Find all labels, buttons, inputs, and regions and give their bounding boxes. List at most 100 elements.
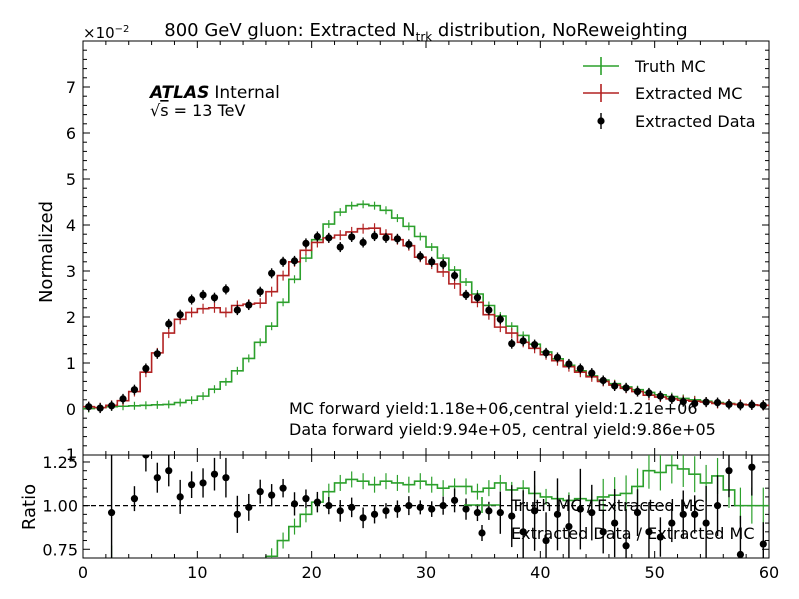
extracted-data-point [588,369,596,377]
extracted-data-point [405,240,413,248]
extracted-data-point [336,243,344,251]
extracted-data-point [416,252,424,260]
extracted-data-point [428,258,436,266]
extracted-data-point [222,285,230,293]
data-over-mc-point [165,467,173,475]
extracted-data-point [725,400,733,408]
x-tick-label: 10 [187,563,207,582]
x-tick-label: 0 [78,563,88,582]
energy-label: √s = 13 TeV [150,101,245,120]
data-over-mc-point [176,493,184,501]
extracted-data-point [245,301,253,309]
extracted-data-point [599,376,607,385]
extracted-data-point [290,257,299,265]
bottom-y-ticks: 0.75 1.00 1.25 [42,453,769,559]
x-tick-label: 60 [759,563,779,582]
bottom-series [83,455,769,558]
extracted-data-point [519,337,527,345]
bottom-y-tick-label: 1.00 [42,497,78,516]
data-over-mc-point [210,470,219,478]
data-yield-text: Data forward yield:9.94e+05, central yie… [289,420,716,439]
data-over-mc-point [348,503,356,511]
data-over-mc-point [313,498,321,506]
data-over-mc-point [542,536,550,545]
extracted-data-point [142,364,150,373]
extracted-data-point [679,398,687,406]
extracted-data-point [439,260,447,268]
legend-data-over-mc-marker [478,529,486,537]
legend-data-over-mc-label: Extracted Data / Extracted MC [511,524,755,543]
truth-mc-step-group [83,200,769,413]
data-over-mc-point [599,528,607,536]
data-over-mc-point [302,495,310,503]
data-over-mc-point [199,479,207,487]
extracted-data-point [279,258,287,266]
data-over-mc-point [325,502,333,510]
truth-over-extracted-step-line [265,464,769,558]
data-over-mc-point [222,474,230,482]
extracted-data-point [611,382,619,390]
data-over-mc-point [679,510,687,518]
data-over-mc-point [736,550,745,558]
extracted-data-point [450,272,459,280]
data-over-mc-point [702,519,710,527]
extracted-data-point [473,294,482,302]
x-axis-ticks: 0 10 20 30 40 50 60 [78,41,779,582]
extracted-data-point [713,398,722,407]
top-y-tick-label: 2 [66,308,76,327]
data-over-mc-point [576,505,584,513]
data-over-mc-point [588,509,596,517]
bottom-y-tick-label: 1.25 [42,453,78,472]
data-over-mc-point [370,510,379,518]
extracted-mc-step-group [83,223,769,413]
extracted-data-point [370,232,379,240]
extracted-data-point [107,402,116,410]
extracted-data-point [96,404,104,412]
data-over-mc-point [725,467,733,475]
extracted-data-point [302,239,310,247]
data-over-mc-point [508,512,516,520]
extracted-data-point [268,269,276,277]
extracted-data-point [462,291,470,299]
extracted-data-point [691,399,699,408]
data-over-mc-point [393,505,402,513]
data-over-mc-point [290,500,299,508]
extracted-data-point [485,306,493,314]
extracted-data-point [553,353,562,362]
top-y-tick-label: 5 [66,170,76,189]
data-over-mc-group [107,455,767,558]
bottom-y-axis-label: Ratio [19,484,40,530]
extracted-data-point [508,340,516,348]
data-over-mc-point [713,502,722,510]
extracted-data-point [496,315,504,323]
extracted-data-point [165,320,173,328]
data-over-mc-point [153,474,161,482]
data-over-mc-point [622,542,630,550]
extracted-data-point [542,349,550,357]
legend-extracted-mc-label: Extracted MC [635,84,742,103]
data-over-mc-point [691,510,699,518]
data-over-mc-point [531,507,539,515]
extracted-data-group [85,231,767,414]
data-over-mc-point [130,495,139,503]
top-y-tick-label: 3 [66,262,76,281]
data-over-mc-point [656,533,664,541]
extracted-data-point [359,238,367,247]
top-y-partial-tick-label: 1 [66,445,76,464]
legend-extracted-data-marker [597,117,605,125]
data-over-mc-point [565,522,573,531]
extracted-data-point [702,398,710,406]
top-y-axis-label: Normalized [36,201,57,303]
data-over-mc-point [405,502,413,510]
bottom-legend: Truth MC / Extracted MC Extracted Data / … [464,496,755,543]
extracted-data-point [210,294,219,302]
legend-extracted-data-label: Extracted Data [635,112,756,131]
top-y-tick-label: 1 [66,354,76,373]
data-over-mc-point [256,488,264,496]
data-over-mc-point [553,510,562,518]
extracted-data-point [325,234,333,242]
x-tick-label: 20 [301,563,321,582]
top-y-tick-label: 7 [66,78,76,97]
extracted-data-point [348,233,356,241]
